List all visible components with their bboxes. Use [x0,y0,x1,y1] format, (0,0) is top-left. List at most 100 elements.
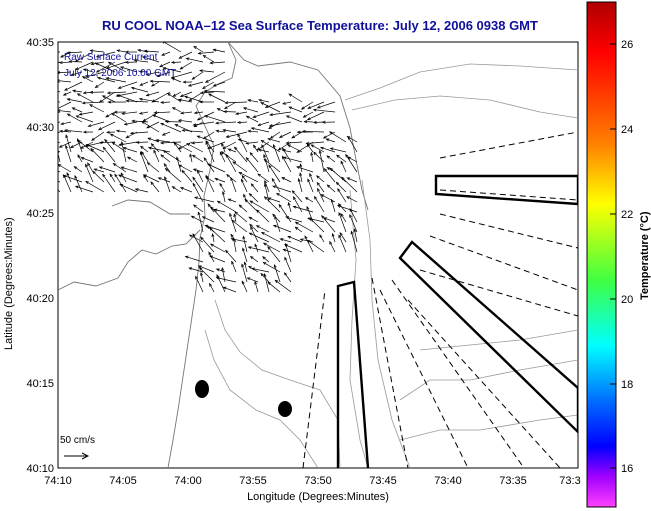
current-vector-head [260,272,264,277]
current-vector-head [307,106,311,109]
current-vector-head [322,135,327,139]
current-vector-head [340,213,344,217]
current-vector-head [346,177,351,181]
current-vector-head [267,197,272,201]
current-vector [179,51,193,59]
current-vector [301,101,314,110]
current-vector [72,107,83,113]
current-vector-head [221,266,225,271]
current-vector [238,204,248,213]
current-vector [117,49,127,53]
current-vector-head [198,266,203,271]
current-vector [171,77,182,83]
current-vector-head [89,90,94,94]
current-vector-head [241,178,244,183]
current-vector [120,172,127,183]
current-vector [109,173,116,183]
current-vector [263,159,281,173]
current-vector-head [161,132,166,136]
current-vector [303,111,314,118]
current-vector [178,119,193,123]
current-vector-head [226,174,230,178]
current-vector-head [40,68,43,70]
current-vector-head [143,174,147,178]
current-vector [233,214,237,223]
current-vector [181,170,193,183]
current-vector [86,144,105,153]
current-vector [241,175,248,183]
current-vector [134,59,149,63]
current-vector-head [296,149,301,153]
current-vector-head [312,120,317,124]
current-vector [292,190,303,203]
current-vector [267,281,281,293]
current-vector [85,181,105,193]
current-vector [313,151,325,163]
current-vector-head [256,209,260,213]
y-tick-label: 40:20 [26,293,54,305]
current-vector-head [119,184,124,187]
current-vector [210,206,226,223]
current-vector [223,286,237,293]
current-vector-head [337,188,341,192]
current-vector-head [120,166,125,170]
current-vector [306,141,325,144]
current-vector [147,162,160,173]
current-vector-head [338,211,342,216]
current-vector-head [263,196,268,200]
current-vector-head [73,166,78,170]
current-vector-head [204,79,209,83]
current-vector-head [74,174,78,179]
current-vector-head [157,177,162,181]
current-vector [242,236,248,253]
current-vector [282,101,292,105]
current-vector [151,81,160,87]
current-vector-head [309,172,313,177]
current-vector-head [53,109,56,111]
scale-arrow [64,452,90,460]
current-vector-head [262,242,267,246]
current-vector-head [233,213,237,218]
current-vector [180,91,193,97]
current-vector [268,197,281,203]
current-vector [150,181,160,193]
colorbar-tick-label: 24 [621,124,633,136]
current-vector-head [143,49,148,53]
current-vector [77,93,94,103]
current-vector [202,81,215,89]
current-vector-head [102,146,107,151]
current-vector [64,129,83,133]
current-vector-head [309,217,314,222]
current-vector [347,177,358,183]
current-vector-head [40,82,43,84]
current-vector [260,102,281,113]
current-vector-head [142,118,147,122]
current-vector-head [58,164,62,168]
current-vector-head [323,217,328,221]
current-vector [194,196,215,203]
current-vector [326,138,336,143]
current-vector [309,173,314,183]
current-vector [113,163,127,173]
current-vector [283,156,303,163]
current-vector-head [119,66,124,70]
current-vector [271,178,281,193]
current-vector [337,205,358,213]
current-vector [313,109,336,113]
current-vector-head [247,129,252,133]
study-boxes [336,174,578,468]
current-vector [228,148,237,153]
current-vector [103,147,116,163]
current-vector [274,264,281,283]
current-vector-head [40,115,43,117]
current-vector [214,209,226,213]
current-vector-head [326,167,331,171]
current-vector [332,233,336,243]
bathymetry-contours [204,63,578,468]
current-vector-head [137,48,141,52]
current-vector [63,174,72,193]
current-vector-head [92,170,96,175]
current-vector [340,161,347,173]
current-vector [202,216,215,223]
current-vector [104,139,116,153]
